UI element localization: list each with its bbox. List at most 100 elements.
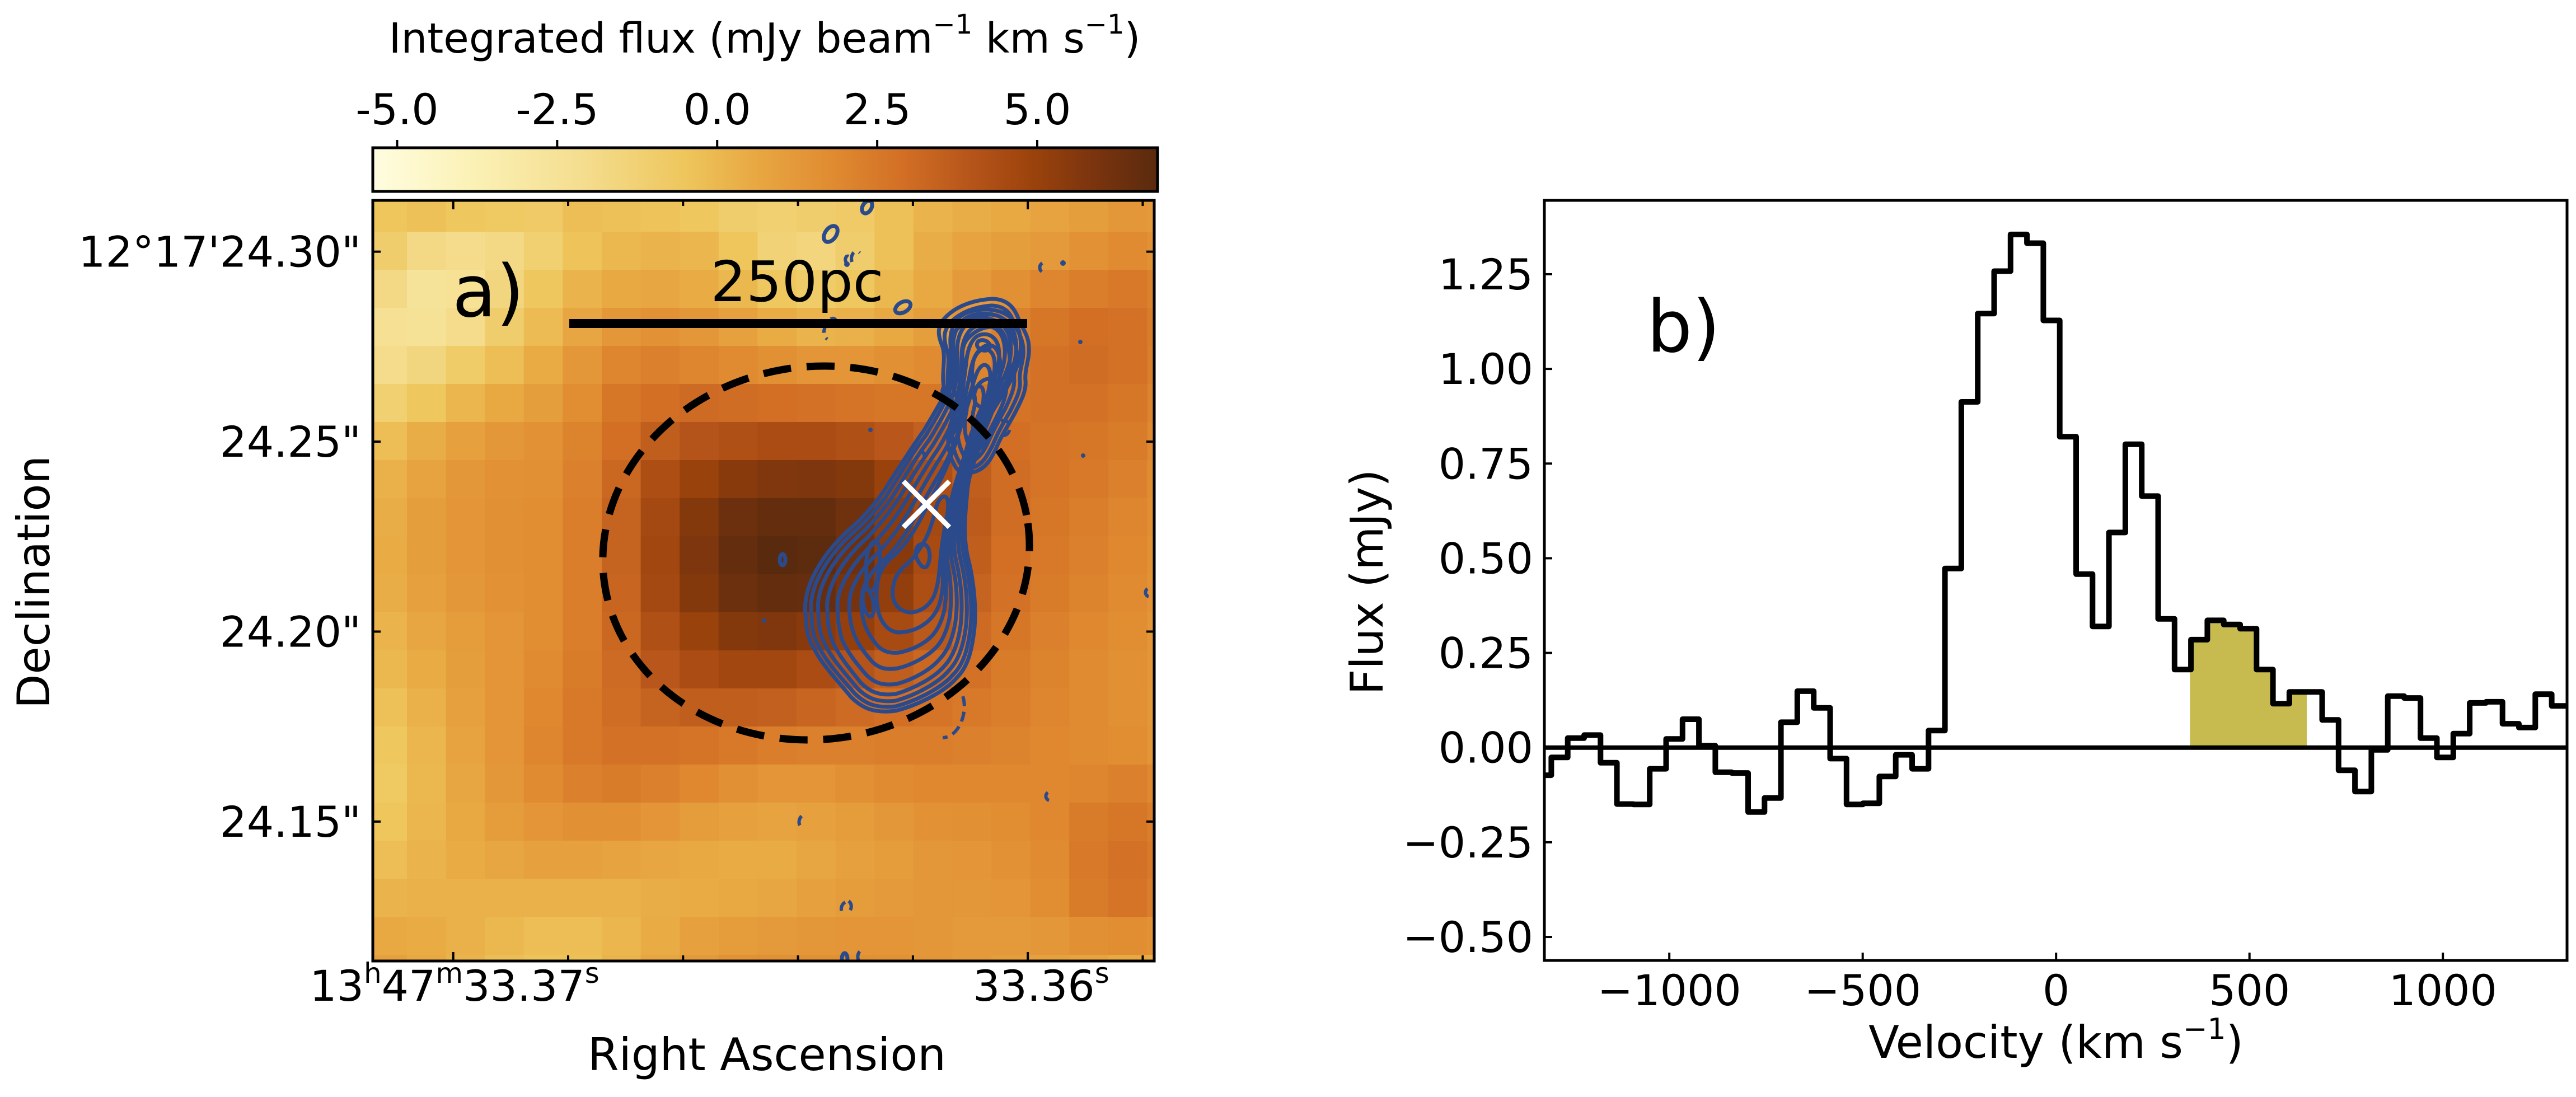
map-pixel	[523, 346, 563, 385]
map-pixel	[757, 688, 797, 727]
map-axis-ticks	[373, 200, 1154, 961]
map-pixel	[874, 803, 914, 841]
map-pixel	[680, 200, 719, 232]
map-pixel	[602, 879, 641, 917]
panel-b-spectrum: −1000 −500 0 500 1000 −0.50 −0.25 0.00 0.25 0.50…	[1341, 199, 2569, 1068]
map-pixel	[991, 270, 1031, 308]
map-pixel	[485, 346, 524, 385]
map-pixel	[1030, 200, 1070, 232]
map-pixel	[373, 917, 408, 955]
scale-bar-label: 250pc	[710, 249, 883, 315]
colorbar-ticks	[396, 140, 1039, 148]
dec-tick-label: 24.15"	[219, 797, 361, 847]
map-pixel	[446, 879, 485, 917]
map-pixel	[602, 422, 641, 461]
map-pixel	[485, 200, 524, 232]
colorbar-tick-labels: -5.0 -2.5 0.0 2.5 5.0	[355, 85, 1071, 134]
contour-peak	[972, 377, 999, 409]
map-pixel	[602, 841, 641, 879]
map-pixel	[407, 422, 447, 461]
map-pixel	[797, 422, 836, 461]
map-pixel	[718, 200, 758, 232]
map-pixel	[991, 536, 1031, 575]
map-pixel	[446, 346, 485, 385]
map-pixel	[446, 384, 485, 423]
map-pixel	[1030, 650, 1070, 689]
contour-noise	[1060, 260, 1066, 266]
flux-tick-label: 0.75	[1439, 439, 1533, 489]
map-pixel	[757, 200, 797, 232]
map-pixel	[1030, 726, 1070, 765]
map-pixel	[640, 346, 680, 385]
map-pixel	[1108, 308, 1148, 346]
map-pixel	[1147, 460, 1154, 499]
map-pixel	[1147, 498, 1154, 537]
map-pixel	[874, 955, 914, 961]
map-pixel	[373, 536, 408, 575]
map-pixel	[1108, 346, 1148, 385]
map-pixel	[718, 232, 758, 270]
map-pixel	[373, 498, 408, 537]
map-pixel	[952, 232, 992, 270]
map-pixel	[797, 384, 836, 423]
velocity-tick-label: 500	[2209, 965, 2290, 1015]
map-pixel	[757, 384, 797, 423]
map-pixel	[523, 460, 563, 499]
map-pixel	[1069, 803, 1109, 841]
map-pixel	[757, 498, 797, 537]
map-pixel	[407, 612, 447, 651]
map-pixel	[1108, 460, 1148, 499]
dec-tick-label: 24.25"	[219, 417, 361, 467]
map-pixel	[1108, 688, 1148, 727]
map-pixel	[991, 765, 1031, 803]
map-pixel	[1030, 536, 1070, 575]
map-pixel	[446, 422, 485, 461]
map-pixel	[485, 308, 524, 346]
map-pixel	[874, 384, 914, 423]
map-pixel	[1069, 765, 1109, 803]
map-pixel	[1069, 841, 1109, 879]
map-pixel	[485, 536, 524, 575]
map-pixel	[952, 726, 992, 765]
map-pixel	[563, 574, 602, 613]
map-pixel	[1030, 346, 1070, 385]
shaded-region-fill	[2190, 620, 2307, 748]
dec-tick-label: 24.20"	[219, 607, 361, 657]
map-pixel	[373, 650, 408, 689]
velocity-axis-label-sup: −1	[2183, 1012, 2226, 1046]
map-pixel	[913, 765, 953, 803]
colorbar-tick-label: -2.5	[516, 85, 598, 134]
map-pixel	[1147, 765, 1154, 803]
map-pixel	[718, 270, 758, 308]
map-pixel	[797, 765, 836, 803]
map-pixel	[1108, 917, 1148, 955]
map-pixel	[680, 422, 719, 461]
contour-level	[803, 307, 1023, 714]
map-pixel	[757, 841, 797, 879]
map-pixel	[602, 803, 641, 841]
map-pixel	[874, 879, 914, 917]
map-pixel	[1030, 270, 1070, 308]
map-pixel	[373, 765, 408, 803]
colorbar-title-main: Integrated flux (mJy beam	[389, 15, 933, 63]
dec-axis-label: Declination	[8, 456, 60, 709]
map-pixel	[680, 232, 719, 270]
map-pixel	[1147, 688, 1154, 727]
map-pixel	[640, 498, 680, 537]
map-pixel	[952, 917, 992, 955]
contour-noise	[844, 261, 850, 267]
contour-noise-negative	[1044, 791, 1050, 802]
flux-map-pixels	[373, 200, 1154, 961]
map-pixel	[835, 422, 875, 461]
map-pixel	[1069, 726, 1109, 765]
map-pixel	[563, 765, 602, 803]
colorbar-title-sup: −1	[1085, 9, 1125, 40]
map-pixel	[640, 803, 680, 841]
map-pixel	[523, 498, 563, 537]
map-pixel	[563, 879, 602, 917]
map-pixel	[680, 536, 719, 575]
map-pixel	[407, 955, 447, 961]
map-pixel	[1030, 612, 1070, 651]
map-pixel	[797, 270, 836, 308]
map-pixel	[1030, 955, 1070, 961]
